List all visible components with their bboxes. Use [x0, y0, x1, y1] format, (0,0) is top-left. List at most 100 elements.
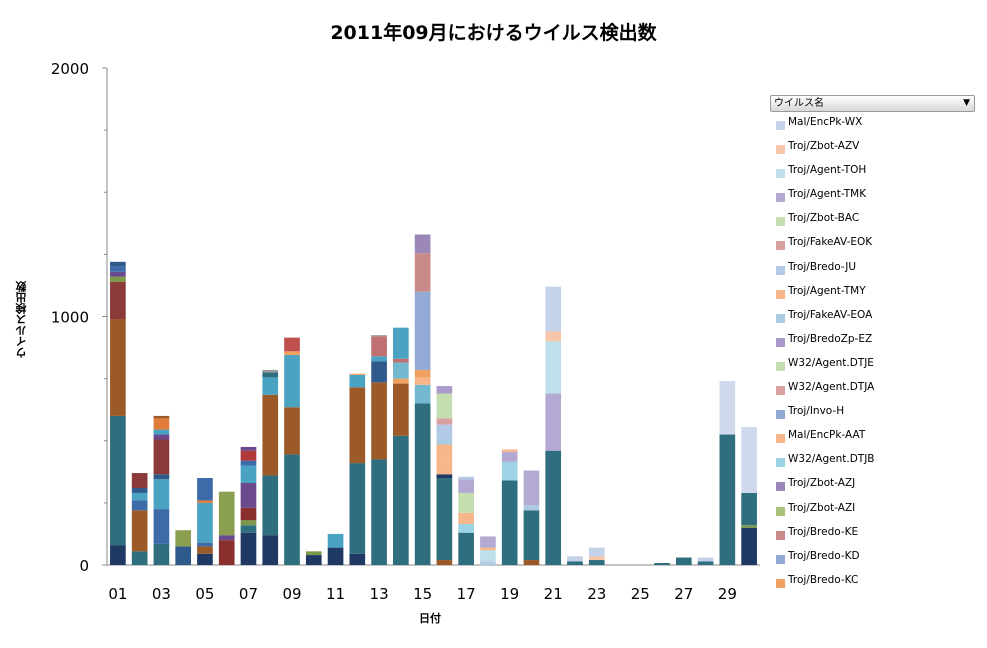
bar-segment	[131, 487, 148, 493]
bar-segment	[719, 381, 736, 435]
legend-swatch	[776, 386, 785, 396]
bar-segment	[197, 546, 213, 554]
bar-segment	[741, 525, 757, 528]
bar-segment	[588, 547, 605, 557]
bar-segment	[523, 510, 540, 561]
bar-segment	[110, 281, 126, 319]
legend-item: Troj/Agent-TMY	[770, 281, 975, 305]
bar-segment	[240, 460, 257, 466]
legend-item: Troj/Bredo-KD	[770, 546, 975, 570]
bar-segment	[458, 476, 474, 480]
bar-segment	[327, 547, 344, 565]
bar-segment	[436, 444, 453, 462]
legend-label: Troj/Bredo-KE	[788, 525, 859, 538]
bar-segment	[175, 546, 192, 565]
bar-segment	[284, 355, 300, 408]
bar-segment	[414, 403, 431, 565]
x-tick-label: 17	[457, 585, 476, 603]
legend-label: Troj/BredoZp-EZ	[788, 332, 873, 345]
bar-segment	[349, 374, 366, 388]
bar-segment	[131, 473, 148, 488]
legend-item: Troj/Agent-TMK	[770, 184, 975, 208]
bar-segment	[588, 560, 605, 565]
legend-label: Troj/Zbot-BAC	[788, 212, 860, 225]
bar-segment	[741, 492, 757, 526]
bar-segment	[197, 502, 213, 543]
legend-label: W32/Agent.DTJA	[788, 381, 875, 394]
legend-item: Troj/BredoZp-EZ	[770, 329, 975, 353]
legend-item: W32/Agent.DTJE	[770, 353, 975, 377]
legend-swatch	[776, 506, 785, 516]
legend-swatch	[776, 313, 785, 323]
x-tick-label: 27	[674, 585, 693, 603]
bar-segment	[393, 327, 409, 359]
legend-item: Troj/Bredo-KC	[770, 570, 975, 594]
bar-segment	[523, 505, 540, 511]
bar-segment	[284, 407, 300, 455]
bar-segment	[436, 478, 453, 561]
legend-item: Troj/Agent-TOH	[770, 160, 975, 184]
legend-swatch	[776, 145, 785, 155]
x-tick-label: 15	[413, 585, 432, 603]
bar-segment	[414, 253, 431, 292]
bar-segment	[110, 266, 126, 272]
legend-label: Troj/Bredo-KD	[788, 549, 860, 562]
bar-segment	[349, 373, 366, 375]
bar-segment	[501, 461, 518, 481]
bar-segment	[153, 439, 170, 475]
bar-segment	[371, 336, 387, 357]
x-tick-label: 09	[282, 585, 301, 603]
bar-segment	[262, 535, 279, 565]
bar-segment	[588, 556, 605, 561]
bar-segment	[371, 361, 387, 383]
legend-swatch	[776, 410, 785, 420]
bar-segment	[545, 341, 562, 394]
legend-swatch	[776, 554, 785, 564]
bar-segment	[436, 438, 453, 445]
bar-segment	[436, 386, 453, 394]
bar-segment	[545, 393, 562, 451]
bar-segment	[175, 530, 192, 547]
legend-item: Troj/Bredo-JU	[770, 257, 975, 281]
bar-segment	[240, 446, 257, 451]
bar-segment	[414, 291, 431, 370]
legend-label: Troj/Zbot-AZJ	[788, 477, 856, 490]
bar-segment	[110, 318, 126, 416]
bar-segment	[284, 454, 300, 565]
bar-segment	[131, 510, 148, 552]
bar-segment	[240, 450, 257, 461]
bar-segment	[719, 434, 736, 565]
legend-item: Troj/Zbot-AZJ	[770, 473, 975, 497]
bar-segment	[741, 427, 757, 493]
bar-segment	[153, 479, 170, 510]
bar-segment	[545, 331, 562, 342]
bar-segment	[218, 491, 235, 536]
bar-segment	[240, 520, 257, 526]
bar-segment	[262, 372, 279, 378]
bar-segment	[110, 276, 126, 282]
legend-item: Mal/EncPk-AAT	[770, 425, 975, 449]
bar-segment	[675, 557, 692, 565]
x-tick-label: 25	[631, 585, 650, 603]
bar-segment	[131, 500, 148, 511]
legend-swatch	[776, 337, 785, 347]
bar-segment	[153, 418, 170, 430]
bar-segment	[153, 415, 170, 419]
legend-swatch	[776, 482, 785, 492]
x-tick-label: 23	[587, 585, 606, 603]
bar-segment	[131, 492, 148, 501]
legend-label: Troj/Agent-TMK	[788, 188, 867, 201]
bar-segment	[567, 556, 583, 562]
bar-segment	[197, 542, 213, 547]
legend-label: Troj/Invo-H	[788, 405, 845, 418]
legend-filter-dropdown[interactable]: ウイルス名 ▼	[770, 95, 975, 112]
bar-segment	[458, 512, 474, 524]
chevron-down-icon[interactable]: ▼	[963, 98, 970, 108]
x-tick-label: 21	[544, 585, 563, 603]
bar-segment	[371, 459, 387, 565]
legend-item: Troj/Bredo-KE	[770, 522, 975, 546]
legend-swatch	[776, 217, 785, 227]
x-tick-label: 19	[500, 585, 519, 603]
legend-item: Troj/FakeAV-EOA	[770, 305, 975, 329]
